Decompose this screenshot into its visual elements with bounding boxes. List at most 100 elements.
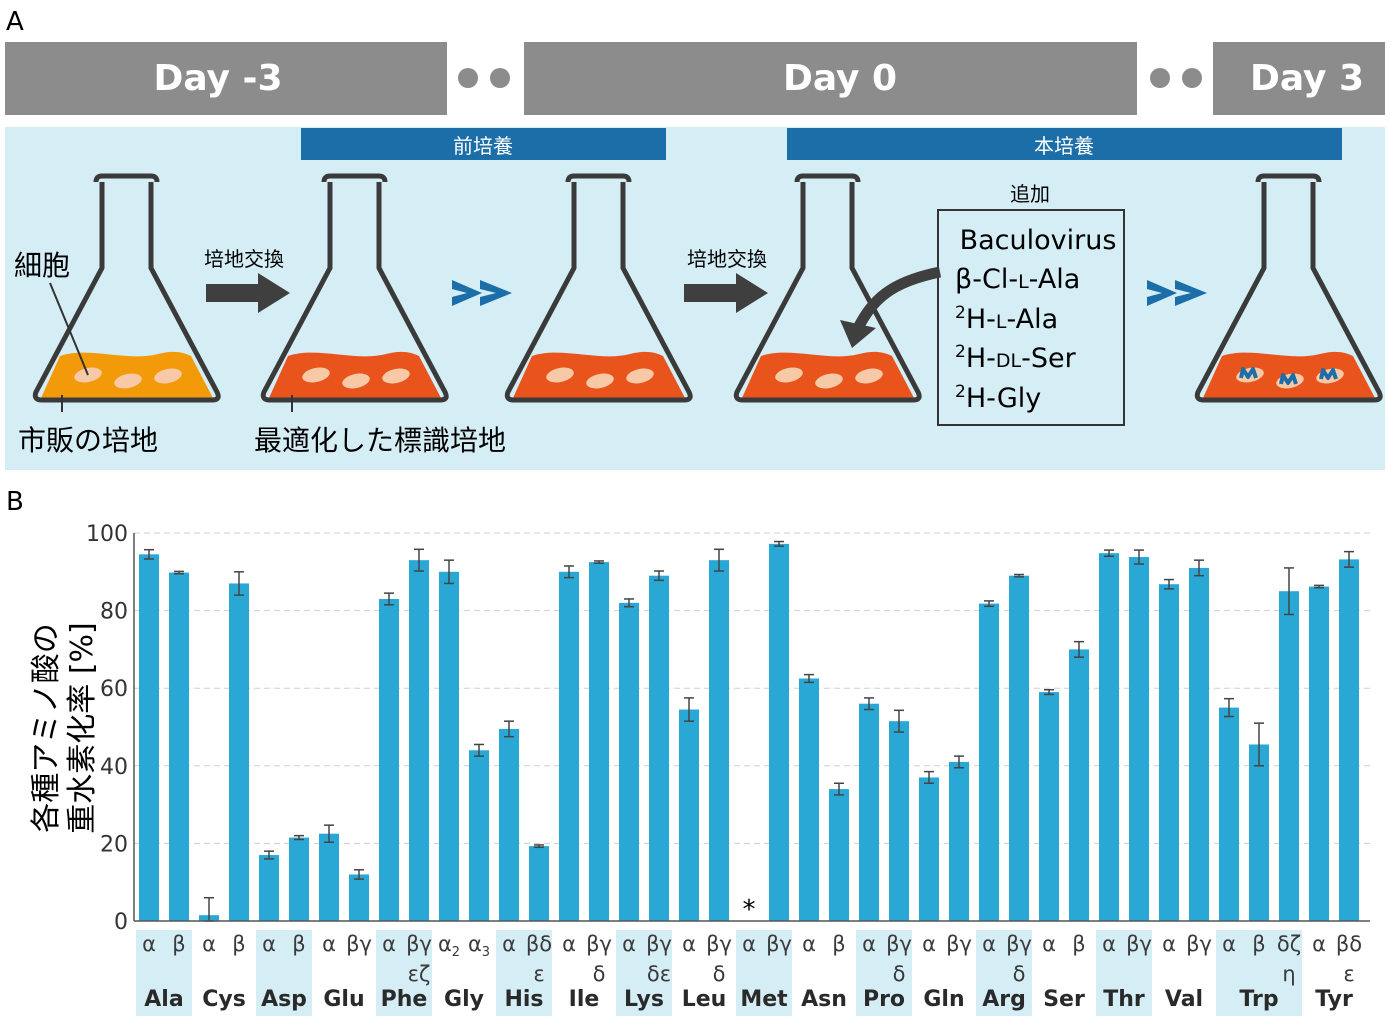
position-label: βγ bbox=[346, 932, 372, 956]
group-shading bbox=[376, 930, 432, 1016]
bar bbox=[529, 846, 549, 921]
panel-a-label: A bbox=[6, 7, 24, 37]
day-timeline: Day -3 Day 0 Day 3 bbox=[5, 42, 1385, 115]
position-label: β bbox=[292, 932, 305, 956]
bar bbox=[1279, 591, 1299, 921]
bar bbox=[1249, 744, 1269, 921]
day-label-0: Day 0 bbox=[783, 58, 897, 99]
position-label: α bbox=[1222, 932, 1236, 956]
bar bbox=[859, 703, 879, 921]
addition-2h-ala: 2H-L-Ala bbox=[955, 303, 1058, 335]
position-label: δ bbox=[893, 962, 906, 986]
position-label: βγ bbox=[706, 932, 732, 956]
bar bbox=[169, 572, 189, 921]
bar bbox=[979, 603, 999, 921]
right-arrow-icon bbox=[684, 273, 768, 313]
cell-icon bbox=[586, 373, 614, 389]
bar bbox=[709, 560, 729, 921]
amino-acid-label: Glu bbox=[323, 987, 364, 1012]
flasks bbox=[32, 173, 1383, 403]
position-label: β bbox=[232, 932, 245, 956]
amino-acid-label: Met bbox=[740, 987, 788, 1012]
flask-outline bbox=[32, 182, 221, 403]
ellipsis-dot bbox=[1150, 68, 1170, 88]
position-label: α bbox=[1042, 932, 1056, 956]
y-tick-label: 20 bbox=[100, 832, 128, 857]
bar bbox=[229, 583, 249, 921]
position-label: α3 bbox=[468, 932, 490, 960]
cell-icon bbox=[342, 373, 370, 389]
y-tick-label: 0 bbox=[114, 910, 128, 935]
y-axis-title-line1: 各種アミノ酸の bbox=[29, 623, 64, 832]
position-label: η bbox=[1282, 962, 1295, 986]
panel-b-label: B bbox=[6, 487, 24, 517]
y-tick-label: 80 bbox=[100, 600, 128, 625]
day-bar-2 bbox=[524, 42, 1137, 115]
y-axis-title: 各種アミノ酸の 重水素化率 [%] bbox=[29, 622, 100, 833]
flask-outline bbox=[260, 182, 449, 403]
bar bbox=[1069, 649, 1089, 921]
bar bbox=[1219, 707, 1239, 921]
ellipsis-dot bbox=[458, 68, 478, 88]
bar bbox=[559, 571, 579, 921]
amino-acid-label: Trp bbox=[1239, 987, 1278, 1012]
ellipsis-dot bbox=[490, 68, 510, 88]
addition-2h-gly: 2H-Gly bbox=[955, 382, 1041, 414]
double-chevron-icon bbox=[1147, 280, 1207, 306]
bar bbox=[349, 874, 369, 921]
position-label: βγ bbox=[766, 932, 792, 956]
bar bbox=[289, 837, 309, 921]
amino-acid-label: Gln bbox=[923, 987, 964, 1012]
bar bbox=[1159, 584, 1179, 921]
flask-icon bbox=[260, 173, 449, 403]
position-label: δ bbox=[713, 962, 726, 986]
addition-arrow-icon bbox=[852, 266, 942, 333]
position-label: β bbox=[172, 932, 185, 956]
amino-acid-label: Tyr bbox=[1315, 987, 1353, 1012]
bar bbox=[679, 709, 699, 921]
bar bbox=[919, 777, 939, 921]
flask-icon bbox=[32, 173, 221, 403]
bar bbox=[769, 543, 789, 921]
preculture-label: 前培養 bbox=[453, 134, 513, 158]
amino-acid-label: Ser bbox=[1043, 987, 1085, 1012]
position-label: ε bbox=[1343, 962, 1354, 986]
position-label: α bbox=[322, 932, 336, 956]
position-label: βδ bbox=[1336, 932, 1362, 956]
cell-label: 細胞 bbox=[14, 249, 70, 282]
addition-arrowhead-icon bbox=[840, 320, 876, 348]
position-label: α bbox=[1312, 932, 1326, 956]
amino-acid-label: Asn bbox=[801, 987, 847, 1012]
position-label: βγ bbox=[1186, 932, 1212, 956]
position-label: δ bbox=[1013, 962, 1026, 986]
position-label: βγ bbox=[946, 932, 972, 956]
group-shading bbox=[736, 930, 792, 1016]
bar bbox=[1039, 692, 1059, 921]
position-label: α bbox=[562, 932, 576, 956]
cell-icon bbox=[154, 368, 182, 384]
position-label: β bbox=[832, 932, 845, 956]
flask-outline bbox=[733, 182, 922, 403]
flask-outline bbox=[504, 182, 693, 403]
flask-icon bbox=[1194, 173, 1383, 403]
group-shading bbox=[1096, 930, 1152, 1016]
ellipsis-dot bbox=[1182, 68, 1202, 88]
group-shading bbox=[496, 930, 552, 1016]
bar bbox=[619, 602, 639, 921]
position-label: βδ bbox=[526, 932, 552, 956]
day-label-3: Day 3 bbox=[1250, 58, 1364, 99]
bar bbox=[1009, 575, 1029, 921]
position-label: α bbox=[382, 932, 396, 956]
preculture-bar bbox=[301, 128, 666, 160]
addition-title: 追加 bbox=[1010, 182, 1050, 206]
cell-icon bbox=[815, 373, 843, 389]
y-tick-label: 40 bbox=[100, 755, 128, 780]
day-bar-1 bbox=[5, 42, 447, 115]
group-shading bbox=[136, 930, 192, 1016]
bar bbox=[439, 571, 459, 921]
cell-icon bbox=[382, 368, 410, 384]
bar bbox=[589, 562, 609, 921]
position-label: βγ bbox=[1126, 932, 1152, 956]
bar bbox=[649, 575, 669, 921]
